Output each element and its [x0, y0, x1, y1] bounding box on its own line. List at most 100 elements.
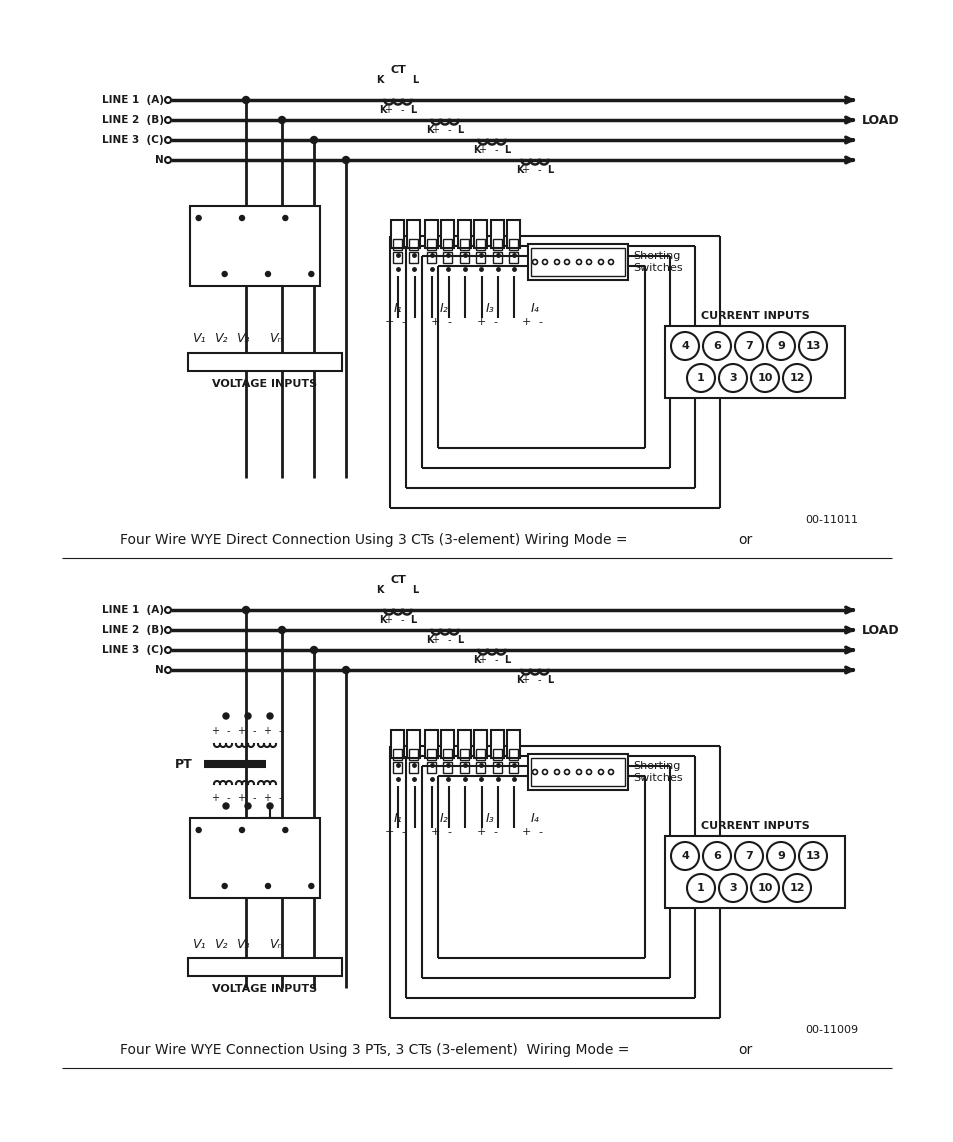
Text: LOAD: LOAD [862, 624, 899, 636]
Bar [527, 754, 627, 790]
Text: Shorting
Switches: Shorting Switches [633, 251, 682, 273]
Text: +: + [520, 164, 529, 175]
Text: LINE 3  (C): LINE 3 (C) [102, 645, 164, 656]
Circle shape [278, 627, 285, 634]
Text: CURRENT INPUTS: CURRENT INPUTS [700, 311, 808, 321]
Text: K: K [426, 635, 434, 645]
Circle shape [766, 332, 794, 360]
Bar [664, 836, 844, 908]
Circle shape [564, 259, 569, 265]
Text: N: N [155, 665, 164, 675]
Bar [476, 239, 485, 250]
Text: -: - [537, 164, 540, 175]
Circle shape [766, 842, 794, 870]
Bar [427, 252, 436, 263]
Circle shape [686, 874, 714, 902]
Text: L: L [456, 124, 462, 135]
Circle shape [598, 770, 603, 774]
Text: or: or [738, 533, 752, 547]
Text: -: - [278, 726, 281, 735]
Text: 9: 9 [777, 341, 784, 351]
Text: K: K [379, 616, 386, 625]
Circle shape [282, 216, 288, 220]
Circle shape [342, 156, 349, 163]
Circle shape [342, 667, 349, 674]
Text: -: - [400, 105, 403, 115]
Text: +: + [430, 827, 439, 837]
Text: +: + [520, 827, 530, 837]
Bar [474, 220, 487, 248]
Text: +: + [263, 726, 271, 735]
Text: 8: 8 [239, 962, 247, 972]
Bar [443, 762, 452, 773]
Text: 7: 7 [744, 851, 752, 861]
Bar [427, 749, 436, 759]
Text: 00-11009: 00-11009 [804, 1026, 857, 1035]
Text: L: L [410, 616, 416, 625]
Text: CURRENT INPUTS: CURRENT INPUTS [700, 821, 808, 831]
Circle shape [554, 259, 558, 265]
Text: 15: 15 [301, 357, 315, 367]
Text: 8: 8 [239, 357, 247, 367]
Bar [409, 239, 418, 250]
Circle shape [239, 828, 244, 833]
Text: +: + [263, 793, 271, 803]
Text: K: K [473, 145, 480, 155]
Bar [460, 239, 469, 250]
Text: -: - [494, 656, 497, 665]
Bar [507, 220, 520, 248]
Circle shape [719, 364, 746, 392]
Circle shape [542, 770, 547, 774]
Text: 6: 6 [712, 341, 720, 351]
Bar [491, 220, 504, 248]
Text: Four Wire WYE Connection Using 3 PTs, 3 CTs (3-element)  Wiring Mode =: Four Wire WYE Connection Using 3 PTs, 3 … [120, 1043, 629, 1057]
Text: -: - [494, 145, 497, 155]
Text: -: - [400, 317, 405, 327]
Text: 4: 4 [680, 341, 688, 351]
Text: 2: 2 [195, 962, 202, 972]
Circle shape [165, 667, 171, 673]
Text: K: K [376, 75, 384, 85]
Bar [391, 220, 404, 248]
Text: L: L [412, 75, 417, 85]
Text: -: - [493, 317, 497, 327]
Circle shape [532, 259, 537, 265]
Bar [493, 749, 502, 759]
Text: 13: 13 [804, 851, 820, 861]
Text: -: - [537, 675, 540, 685]
Text: -: - [537, 317, 541, 327]
Bar [476, 749, 485, 759]
Circle shape [265, 884, 271, 888]
Circle shape [165, 116, 171, 123]
Circle shape [309, 884, 314, 888]
Text: 5: 5 [217, 357, 224, 367]
Text: V₃: V₃ [236, 938, 250, 950]
Text: +: + [236, 793, 245, 803]
Text: 10: 10 [757, 373, 772, 383]
Bar [476, 252, 485, 263]
Bar [409, 749, 418, 759]
Text: K: K [376, 585, 384, 595]
Text: +: + [431, 635, 438, 645]
Text: 16: 16 [323, 357, 338, 367]
Text: VOLTAGE INPUTS: VOLTAGE INPUTS [213, 379, 317, 389]
Circle shape [245, 713, 251, 719]
Text: Vₙ: Vₙ [269, 332, 282, 346]
Bar [458, 220, 471, 248]
Bar [441, 220, 454, 248]
Bar [441, 730, 454, 758]
Circle shape [309, 272, 314, 276]
Circle shape [165, 627, 171, 633]
Text: -: - [278, 793, 281, 803]
Circle shape [222, 272, 227, 276]
Circle shape [165, 137, 171, 143]
Text: Four Wire WYE Direct Connection Using 3 CTs (3-element) Wiring Mode =: Four Wire WYE Direct Connection Using 3 … [120, 533, 627, 547]
Text: +: + [476, 827, 485, 837]
Circle shape [165, 156, 171, 163]
Bar [188, 958, 341, 976]
Text: V₂: V₂ [214, 332, 228, 346]
Bar [493, 762, 502, 773]
Text: 11: 11 [257, 357, 272, 367]
Text: -: - [400, 827, 405, 837]
Bar [527, 244, 627, 280]
